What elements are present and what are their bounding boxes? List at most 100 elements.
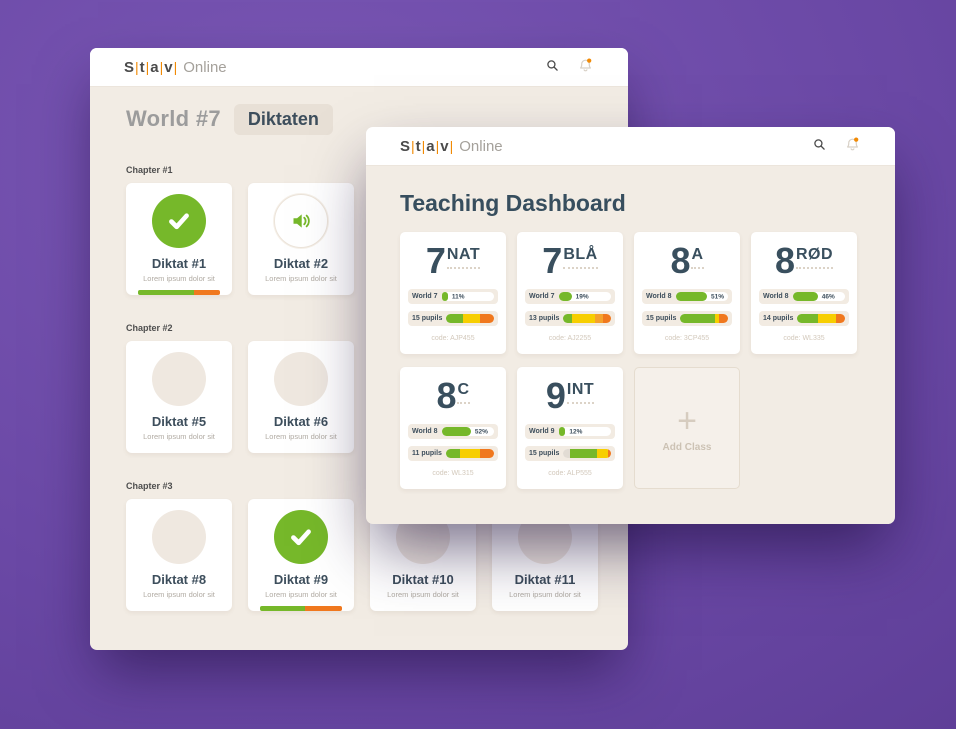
back-window-header: S | t | a | v | Online bbox=[90, 48, 628, 87]
class-card[interactable]: 8 C World 8 52% 11 pupils code: WL315 bbox=[400, 367, 506, 489]
world-progress-fill bbox=[792, 292, 818, 301]
diktat-card[interactable]: Diktat #5 Lorem ipsum dolor sit bbox=[126, 341, 232, 453]
class-card[interactable]: 7 BLÅ World 7 19% 13 pupils code: AJ2255 bbox=[517, 232, 623, 354]
class-grade: 9 bbox=[545, 375, 566, 416]
diktat-card-row: Diktat #5 Lorem ipsum dolor sit Diktat #6 L… bbox=[126, 341, 592, 453]
notifications-button[interactable] bbox=[577, 57, 594, 77]
class-card[interactable]: 9 INT World 9 12% 15 pupils code: ALP555 bbox=[517, 367, 623, 489]
diktat-subtitle: Lorem ipsum dolor sit bbox=[509, 590, 581, 599]
brand-letter: S bbox=[400, 137, 411, 155]
class-card[interactable]: 7 NAT World 7 11% 15 pupils code: AJP455 bbox=[400, 232, 506, 354]
pupils-distribution-track bbox=[563, 314, 611, 323]
class-grade: 8 bbox=[436, 375, 457, 416]
world-progress-track: 11% bbox=[441, 292, 494, 301]
notifications-button[interactable] bbox=[844, 136, 861, 156]
pupils-distribution-track bbox=[445, 449, 494, 458]
brand-logo: S | t | a | v | Online bbox=[124, 59, 227, 76]
search-button[interactable] bbox=[813, 138, 826, 154]
class-suffix: C bbox=[457, 381, 470, 404]
header-icons bbox=[546, 57, 594, 77]
world-progress-fill bbox=[558, 292, 572, 301]
tab-diktaten[interactable]: Diktaten bbox=[233, 103, 333, 135]
pupils-distribution-track bbox=[446, 314, 494, 323]
world-progress-value: 19% bbox=[575, 293, 589, 300]
world-progress-track: 46% bbox=[792, 292, 845, 301]
checkmark-icon bbox=[274, 510, 328, 564]
pupils-distribution-pill: 14 pupils bbox=[759, 311, 849, 326]
window-teaching-dashboard: S | t | a | v | Online Teaching Dashboard 7 NAT Wo… bbox=[366, 127, 895, 524]
distribution-segment-yellow bbox=[596, 449, 609, 458]
diktat-card[interactable]: Diktat #6 Lorem ipsum dolor sit bbox=[248, 341, 354, 453]
pupils-distribution-pill: 11 pupils bbox=[408, 446, 498, 461]
brand-letter: t bbox=[139, 58, 145, 76]
diktat-subtitle: Lorem ipsum dolor sit bbox=[143, 590, 215, 599]
class-code: code: AJP455 bbox=[431, 335, 475, 342]
distribution-segment-green bbox=[797, 314, 819, 323]
front-window-header: S | t | a | v | Online bbox=[366, 127, 895, 166]
class-suffix: BLÅ bbox=[563, 246, 598, 269]
plus-icon: + bbox=[677, 401, 697, 440]
brand-suffix: Online bbox=[459, 137, 503, 155]
diktat-subtitle: Lorem ipsum dolor sit bbox=[265, 590, 337, 599]
empty-circle-placeholder bbox=[152, 510, 206, 564]
distribution-segment-green bbox=[570, 449, 597, 458]
world-progress-pill: World 8 46% bbox=[759, 289, 849, 304]
progress-segment-green bbox=[260, 606, 306, 611]
pupils-distribution-track bbox=[563, 449, 611, 458]
checkmark-icon bbox=[152, 194, 206, 248]
class-grade: 8 bbox=[774, 240, 795, 281]
world-page-title: World #7 bbox=[126, 106, 221, 131]
class-code: code: ALP555 bbox=[548, 470, 592, 477]
brand-letter: t bbox=[415, 137, 421, 155]
world-progress-track: 51% bbox=[675, 292, 728, 301]
class-suffix: NAT bbox=[446, 246, 481, 269]
brand-pipe: | bbox=[435, 137, 440, 154]
empty-circle-placeholder bbox=[152, 352, 206, 406]
brand-pipe: | bbox=[173, 58, 178, 75]
distribution-segment-green bbox=[563, 314, 572, 323]
brand-letter: v bbox=[164, 58, 173, 76]
world-label: World 8 bbox=[412, 428, 438, 435]
pupils-count-label: 11 pupils bbox=[412, 450, 442, 457]
chapter-list: Chapter #1 Diktat #1 Lorem ipsum dolor sit… bbox=[126, 165, 598, 611]
search-icon bbox=[546, 59, 559, 75]
front-window-body: Teaching Dashboard 7 NAT World 7 11% 15 pupi… bbox=[366, 166, 895, 524]
diktat-title: Diktat #1 bbox=[151, 256, 207, 271]
add-class-button[interactable]: + Add Class bbox=[634, 367, 740, 489]
diktat-card[interactable]: Diktat #8 Lorem ipsum dolor sit bbox=[126, 499, 232, 611]
world-progress-value: 51% bbox=[711, 293, 725, 300]
pupils-distribution-pill: 13 pupils bbox=[525, 311, 615, 326]
class-name: 8 RØD bbox=[774, 240, 834, 282]
class-name: 7 NAT bbox=[426, 242, 481, 282]
diktat-card[interactable]: Diktat #2 Lorem ipsum dolor sit bbox=[248, 183, 354, 295]
diktat-title: Diktat #5 bbox=[151, 414, 207, 429]
world-progress-pill: World 8 51% bbox=[642, 289, 732, 304]
diktat-title: Diktat #8 bbox=[151, 572, 207, 587]
distribution-segment-gray bbox=[563, 449, 571, 458]
search-button[interactable] bbox=[546, 59, 559, 75]
class-card[interactable]: 8 A World 8 51% 15 pupils code: 3CP455 bbox=[634, 232, 740, 354]
brand-letter: a bbox=[150, 58, 159, 76]
class-grade: 7 bbox=[542, 240, 563, 281]
diktat-card[interactable]: Diktat #1 Lorem ipsum dolor sit bbox=[126, 183, 232, 295]
distribution-segment-yellow bbox=[462, 314, 481, 323]
class-card[interactable]: 8 RØD World 8 46% 14 pupils code: WL335 bbox=[751, 232, 857, 354]
diktat-card-row: Diktat #1 Lorem ipsum dolor sit Diktat #2 L… bbox=[126, 183, 592, 295]
brand-pipe: | bbox=[135, 58, 139, 75]
diktat-progress-bar bbox=[260, 606, 342, 611]
back-window-body: World #7 Diktaten Chapter #1 Diktat #1 Lor… bbox=[90, 87, 628, 650]
world-progress-pill: World 7 11% bbox=[408, 289, 498, 304]
diktat-card[interactable]: Diktat #9 Lorem ipsum dolor sit bbox=[248, 499, 354, 611]
brand-pipe: | bbox=[421, 137, 426, 154]
diktat-title: Diktat #2 bbox=[273, 256, 329, 271]
brand-logo: S | t | a | v | Online bbox=[400, 138, 503, 155]
diktat-title: Diktat #6 bbox=[273, 414, 329, 429]
dashboard-page-title: Teaching Dashboard bbox=[400, 190, 626, 216]
diktat-subtitle: Lorem ipsum dolor sit bbox=[143, 432, 215, 441]
diktat-title: Diktat #9 bbox=[273, 572, 329, 587]
progress-segment-orange bbox=[193, 290, 220, 295]
class-name: 7 BLÅ bbox=[542, 240, 598, 282]
diktat-subtitle: Lorem ipsum dolor sit bbox=[387, 590, 459, 599]
